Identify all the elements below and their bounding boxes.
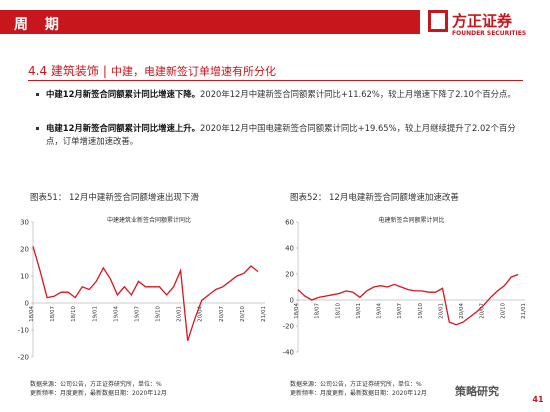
x-tick-label: 20/07: [480, 303, 486, 319]
footer-update: 更新频率：月度更新，最新数据日期：2020年12月: [290, 390, 427, 397]
footer: 数据来源：公司公告，方正证券研究所，单位：% 更新频率：月度更新，最新数据日期：2…: [30, 380, 167, 398]
x-tick-label: 19/01: [356, 303, 362, 319]
x-tick-label: 18/10: [335, 303, 341, 319]
footer-source: 数据来源：公司公告，方正证券研究所，单位：%: [30, 381, 162, 388]
x-tick-label: 21/01: [261, 306, 267, 322]
y-tick-label: -20: [18, 354, 29, 362]
footer: 数据来源：公司公告，方正证券研究所，单位：% 更新频率：月度更新，最新数据日期：2…: [290, 380, 427, 398]
x-tick-label: 18/07: [50, 306, 56, 322]
chart-title: 中建建筑业新签合同额累计同比: [107, 216, 191, 224]
y-tick-label: 20: [20, 246, 29, 254]
bullet-bold: 电建12月新签合同额累计同比增速上升。: [46, 123, 201, 133]
bullet-text: 2020年12月中国电建新签合同额累计同比+19.65%，较上月继续提升了2.0…: [46, 123, 516, 146]
x-tick-label: 19/10: [418, 303, 424, 319]
x-tick-label: 20/01: [438, 303, 444, 319]
header-bar: [0, 10, 420, 34]
x-tick-label: 18/04: [294, 303, 300, 319]
bullet: 中建12月新签合同额累计同比增速下降。2020年12月中建新签合同额累计同比+1…: [36, 88, 516, 101]
x-tick-label: 20/04: [198, 306, 204, 322]
y-tick-label: -40: [283, 349, 294, 357]
x-tick-label: 19/04: [377, 303, 383, 319]
y-tick-label: 60: [285, 219, 294, 227]
footer-update: 更新频率：月度更新，最新数据日期：2020年12月: [30, 390, 167, 397]
section-number: 4.4 建筑装饰: [28, 64, 99, 78]
y-tick-label: 0: [290, 297, 294, 305]
y-tick-label: -20: [283, 323, 294, 331]
chart-caption: 图表51： 12月中建新签合同额增速出现下滑: [30, 193, 199, 203]
y-tick-label: 20: [285, 271, 294, 279]
page-number: 41: [532, 395, 544, 404]
x-tick-label: 18/07: [315, 303, 321, 319]
section-title: 4.4 建筑装饰 | 中建，电建新签订单增速有所分化: [28, 62, 276, 79]
bullet-text: 2020年12月中建新签合同额累计同比+11.62%，较上月增速下降了2.10个…: [200, 89, 516, 99]
logo: 方正证券: [452, 12, 513, 30]
y-tick-label: 0: [25, 300, 29, 308]
section-rule: [28, 80, 523, 81]
y-tick-label: 40: [285, 245, 294, 253]
x-tick-label: 20/07: [219, 306, 225, 322]
x-tick-label: 20/01: [177, 306, 183, 322]
x-tick-label: 19/01: [92, 306, 98, 322]
x-tick-label: 19/07: [134, 306, 140, 322]
header-title: 周 期: [14, 17, 65, 33]
x-tick-label: 19/07: [397, 303, 403, 319]
x-tick-label: 20/10: [240, 306, 246, 322]
x-tick-label: 18/10: [71, 306, 77, 322]
bullet-bold: 中建12月新签合同额累计同比增速下降。: [46, 89, 201, 99]
separator: |: [102, 64, 107, 78]
y-tick-label: -10: [18, 327, 29, 335]
line-series: [297, 273, 519, 326]
x-tick-label: 21/01: [521, 303, 527, 319]
x-tick-label: 18/04: [29, 306, 35, 322]
watermark: 策略研究: [455, 385, 499, 398]
x-tick-label: 19/10: [156, 306, 162, 322]
section-subtitle: 中建，电建新签订单增速有所分化: [110, 65, 276, 78]
x-tick-label: 20/04: [459, 303, 465, 319]
logo-en: FOUNDER SECURITIES: [452, 30, 527, 37]
line-series: [32, 246, 259, 342]
y-tick-label: 30: [20, 219, 29, 227]
logo-mark: [428, 10, 448, 32]
chart-title: 电建新签合同额累计同比: [378, 216, 444, 224]
chart-caption: 图表52： 12月电建新签合同额增速加速改善: [290, 193, 459, 203]
x-tick-label: 20/10: [500, 303, 506, 319]
bullet: 电建12月新签合同额累计同比增速上升。2020年12月中国电建新签合同额累计同比…: [36, 122, 516, 148]
footer-source: 数据来源：公司公告，方正证券研究所，单位：%: [290, 381, 422, 388]
x-tick-label: 19/04: [113, 306, 119, 322]
y-tick-label: 10: [20, 273, 29, 281]
header: 周 期 方正证券 FOUNDER SECURITIES: [0, 0, 550, 44]
